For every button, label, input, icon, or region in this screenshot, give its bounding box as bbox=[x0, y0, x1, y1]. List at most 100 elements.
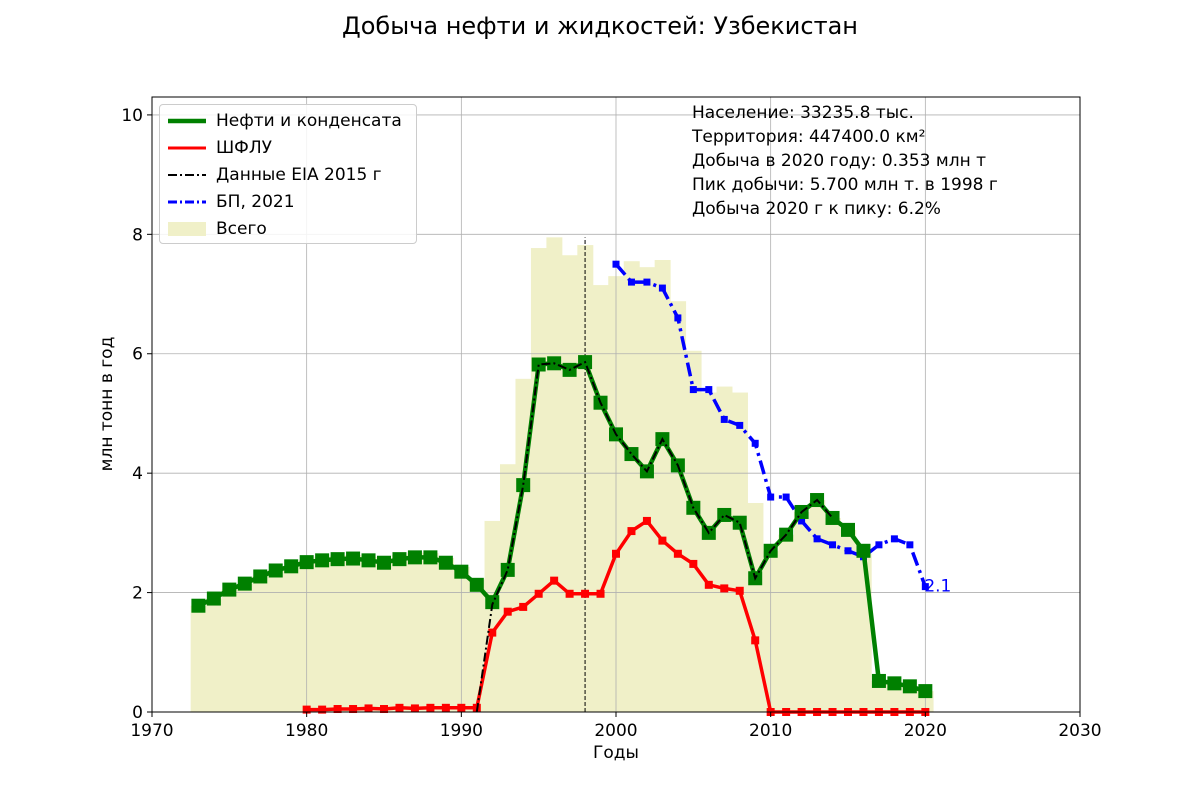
total-bar bbox=[793, 511, 810, 712]
ngl-point bbox=[720, 584, 729, 593]
annotation-peak: Пик добычи: 5.700 млн т. в 1998 г bbox=[692, 175, 998, 195]
bp-point bbox=[689, 386, 697, 394]
bp-point bbox=[906, 541, 914, 549]
total-bar bbox=[886, 683, 903, 712]
legend-swatch-total bbox=[168, 222, 206, 236]
annotation-population: Население: 33235.8 тыс. bbox=[692, 103, 914, 123]
total-bar bbox=[747, 503, 764, 712]
ngl-point bbox=[503, 607, 512, 616]
y-tick-label: 10 bbox=[121, 106, 143, 126]
ngl-point bbox=[318, 705, 327, 714]
ngl-point bbox=[534, 589, 543, 598]
x-tick-label: 1990 bbox=[440, 721, 483, 741]
ngl-point bbox=[689, 559, 698, 568]
oil-point bbox=[902, 679, 917, 694]
total-bar bbox=[639, 267, 656, 712]
total-bar bbox=[438, 557, 455, 712]
oil-point bbox=[268, 563, 283, 578]
y-tick-label: 8 bbox=[132, 225, 143, 245]
x-axis-label: Годы bbox=[593, 743, 639, 763]
bp-point bbox=[751, 439, 759, 447]
total-bar bbox=[732, 392, 748, 712]
x-tick-label: 2030 bbox=[1058, 721, 1101, 741]
ngl-point bbox=[704, 580, 713, 589]
oil-point bbox=[732, 515, 747, 530]
series-lines-layer bbox=[191, 260, 933, 716]
oil-point bbox=[377, 555, 391, 570]
total-bar bbox=[500, 464, 516, 712]
legend-item-bp: БП, 2021 bbox=[160, 190, 416, 214]
legend-label-eia: Данные EIA 2015 г bbox=[216, 165, 382, 185]
oil-point bbox=[871, 673, 886, 688]
bp-point bbox=[658, 284, 666, 292]
ngl-point bbox=[426, 703, 435, 712]
annotation-ratio-to-peak: Добыча 2020 г к пику: 6.2% bbox=[692, 199, 941, 219]
oil-point bbox=[717, 507, 732, 522]
bp-point bbox=[782, 493, 790, 501]
bp-point bbox=[612, 260, 620, 268]
bp-point bbox=[829, 541, 837, 549]
total-bar bbox=[654, 260, 671, 712]
total-bar bbox=[484, 520, 501, 712]
ngl-point bbox=[364, 704, 373, 713]
ngl-point bbox=[751, 636, 760, 645]
total-bar bbox=[670, 301, 687, 712]
bp-point bbox=[875, 541, 883, 549]
total-bar bbox=[360, 556, 377, 712]
total-bar bbox=[530, 248, 547, 712]
total-bar bbox=[546, 237, 563, 712]
oil-point bbox=[407, 550, 422, 565]
y-tick-label: 4 bbox=[132, 464, 143, 484]
ngl-point bbox=[627, 527, 636, 536]
total-bar bbox=[592, 285, 609, 712]
x-tick-label: 1980 bbox=[285, 721, 328, 741]
ngl-point bbox=[565, 589, 574, 598]
bp-point bbox=[921, 583, 929, 591]
ngl-point bbox=[519, 602, 528, 611]
bp-point bbox=[767, 493, 775, 501]
legend-label-oil: Нефти и конденсата bbox=[216, 111, 402, 131]
x-tick-label: 2010 bbox=[749, 721, 792, 741]
total-bar bbox=[778, 534, 795, 712]
legend: Нефти и конденсата ШФЛУ Данные EIA 2015 … bbox=[159, 104, 417, 244]
oil-point bbox=[887, 676, 902, 691]
oil-point bbox=[191, 598, 206, 613]
oil-point bbox=[392, 552, 407, 567]
ngl-point bbox=[333, 705, 342, 714]
total-bar bbox=[407, 552, 424, 712]
oil-point bbox=[253, 569, 268, 584]
chart-title: Добыча нефти и жидкостей: Узбекистан bbox=[342, 12, 858, 40]
oil-point bbox=[237, 576, 252, 591]
oil-point bbox=[918, 684, 933, 699]
oil-point bbox=[454, 564, 469, 579]
ngl-point bbox=[658, 536, 667, 545]
total-bar bbox=[855, 553, 872, 712]
total-bar bbox=[268, 569, 284, 712]
bp-point bbox=[720, 415, 728, 423]
axis-ticks-layer: 1970 1980 1990 2000 2010 2020 2030 0 2 4 6 8 10 bbox=[121, 106, 1101, 741]
legend-label-total: Всего bbox=[216, 219, 267, 239]
legend-swatch-bp bbox=[168, 200, 206, 204]
y-tick-label: 6 bbox=[132, 345, 143, 365]
ngl-point bbox=[673, 549, 682, 558]
legend-swatch-oil bbox=[168, 118, 206, 124]
bp-point bbox=[813, 535, 821, 543]
total-bar bbox=[716, 386, 733, 712]
total-bar bbox=[190, 605, 207, 712]
total-bar bbox=[422, 553, 439, 712]
bp-point bbox=[844, 547, 852, 555]
x-tick-label: 2000 bbox=[594, 721, 637, 741]
ngl-point bbox=[596, 589, 605, 598]
total-bar bbox=[345, 554, 362, 712]
total-bar bbox=[469, 579, 486, 712]
ngl-point bbox=[457, 703, 466, 712]
ngl-point bbox=[380, 705, 388, 714]
total-bar bbox=[840, 529, 857, 712]
oil-point bbox=[516, 478, 531, 493]
legend-item-oil: Нефти и конденсата bbox=[160, 109, 416, 133]
legend-item-eia: Данные EIA 2015 г bbox=[160, 163, 416, 187]
bp-point bbox=[798, 517, 806, 525]
oil-point bbox=[222, 582, 237, 597]
total-bar bbox=[252, 575, 269, 712]
